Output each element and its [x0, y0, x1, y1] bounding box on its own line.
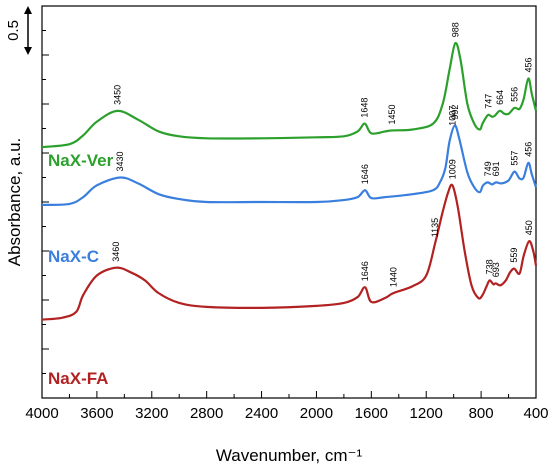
x-tick-label: 1200	[410, 405, 443, 422]
scale-arrow-up-icon	[24, 6, 32, 14]
series-line-nax-c	[41, 124, 538, 207]
x-tick-label: 4000	[25, 405, 58, 422]
peak-label: 1450	[387, 104, 397, 124]
peak-label: 1646	[360, 261, 370, 281]
series-label-nax-c: NaX-C	[48, 247, 99, 266]
peak-label: 456	[523, 57, 533, 72]
series-label-nax-ver: NaX-Ver	[48, 151, 114, 170]
peak-label: 3450	[113, 85, 123, 105]
x-tick-label: 3200	[135, 405, 168, 422]
scale-bar: 0.5	[5, 6, 32, 55]
series-label-nax-fa: NaX-FA	[48, 369, 108, 388]
x-tick-label: 800	[469, 405, 494, 422]
peak-labels: 3450 1648 1450 988 747 664 556 456 3430 1646 10079…	[111, 22, 534, 287]
x-axis-title: Wavenumber, cm⁻¹	[216, 446, 363, 465]
peak-label: 664	[495, 90, 505, 105]
peak-label: 992	[450, 105, 460, 120]
peak-label: 3460	[111, 242, 121, 262]
y-axis-title: Absorbance, a.u.	[5, 138, 24, 267]
x-tick-label: 2800	[190, 405, 223, 422]
peak-label: 749	[483, 161, 493, 176]
peak-label: 747	[483, 94, 493, 109]
series-line-nax-ver	[41, 41, 538, 149]
x-tick-label: 1600	[355, 405, 388, 422]
peak-label: 556	[510, 87, 520, 102]
x-tick-label: 400	[523, 405, 548, 422]
scale-bar-label: 0.5	[5, 20, 22, 41]
peak-label: 559	[509, 248, 519, 263]
y-axis-ticks	[42, 5, 49, 399]
series-line-nax-fa	[41, 183, 538, 321]
x-tick-label: 2400	[245, 405, 278, 422]
peak-label: 693	[491, 262, 501, 277]
peak-label: 691	[491, 161, 501, 176]
peak-label: 1007	[448, 106, 458, 126]
x-axis-ticks: 4000 3600 3200 2800 2400 2000 1600 1200 800 400	[25, 391, 549, 422]
scale-arrow-down-icon	[24, 47, 32, 55]
peak-label: 1648	[360, 98, 370, 118]
peak-label: 1440	[388, 267, 398, 287]
peak-label: 450	[524, 220, 534, 235]
peak-label: 738	[485, 259, 495, 274]
peak-label: 1135	[430, 218, 440, 237]
peak-label: 1009	[447, 159, 457, 179]
x-tick-label: 2000	[300, 405, 333, 422]
peak-label: 3430	[115, 151, 125, 171]
peak-label: 557	[510, 151, 520, 166]
x-tick-label: 3600	[80, 405, 113, 422]
peak-label: 456	[523, 142, 533, 157]
peak-label: 1646	[360, 164, 370, 184]
series-layer: NaX-Ver NaX-C NaX-FA	[41, 41, 538, 388]
peak-label: 988	[450, 22, 460, 37]
